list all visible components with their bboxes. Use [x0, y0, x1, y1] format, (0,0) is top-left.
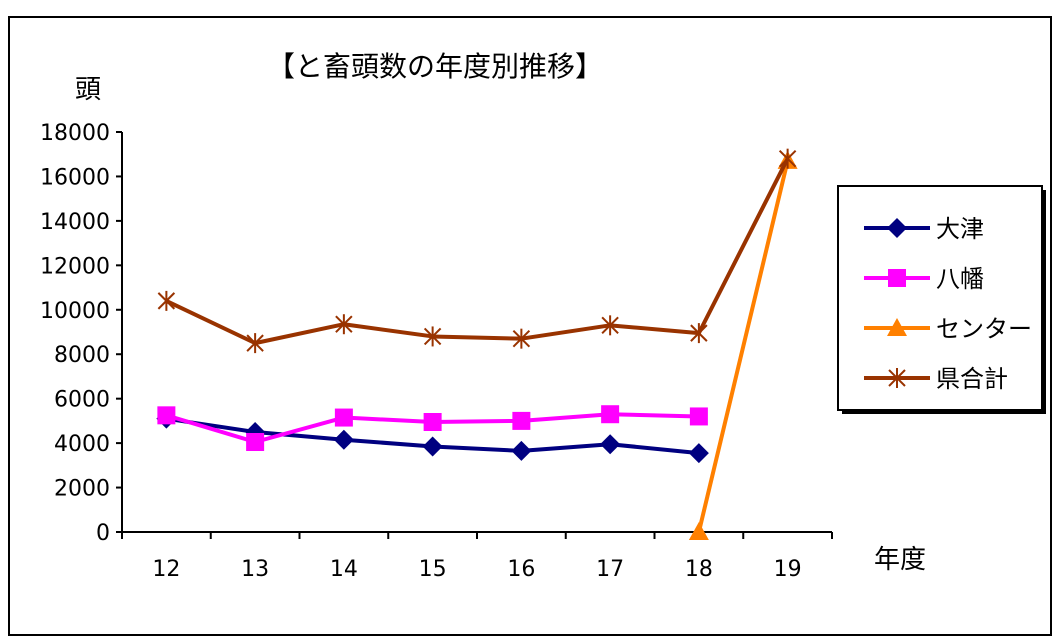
legend-item: 県合計 — [864, 365, 1008, 393]
legend-label: 大津 — [936, 215, 984, 243]
legend-label: 八幡 — [936, 265, 984, 293]
data-point — [512, 411, 531, 430]
y-tick-label: 14000 — [40, 210, 110, 235]
data-point — [157, 290, 176, 311]
data-point — [157, 406, 176, 425]
data-point — [246, 333, 264, 354]
y-tick-label: 6000 — [54, 388, 110, 413]
data-point — [511, 440, 532, 461]
data-point — [422, 436, 443, 457]
y-tick-label: 2000 — [54, 477, 110, 502]
legend-marker — [888, 269, 906, 287]
chart-frame: 【と畜頭数の年度別推移】 頭 年度 0 2000 4000 6000 8000 10000… — [8, 16, 1052, 636]
data-point — [333, 429, 354, 450]
series-line — [696, 160, 790, 533]
data-point — [688, 443, 709, 464]
data-point — [688, 522, 709, 540]
x-tick-label: 15 — [419, 557, 447, 582]
legend-item: 大津 — [864, 215, 984, 243]
legend-marker — [887, 218, 907, 238]
data-point — [690, 323, 708, 344]
series-八幡 — [157, 405, 708, 451]
axes: 0 2000 4000 6000 8000 10000 12000 14000 16000 180… — [40, 121, 833, 582]
data-point — [689, 407, 708, 426]
series-センター — [688, 150, 798, 540]
data-point — [512, 328, 531, 349]
y-tick-label: 10000 — [40, 299, 110, 324]
y-axis-label: 頭 — [75, 75, 101, 105]
x-tick-label: 16 — [507, 557, 535, 582]
x-axis-label: 年度 — [874, 545, 926, 575]
data-point — [601, 405, 620, 424]
x-tick-label: 13 — [241, 557, 269, 582]
data-point — [246, 433, 265, 451]
y-tick-label: 16000 — [40, 165, 110, 190]
series-line — [165, 157, 790, 346]
y-tick-label: 0 — [96, 521, 110, 546]
x-tick-label: 19 — [774, 557, 802, 582]
x-tick-label: 14 — [330, 557, 358, 582]
y-tick-label: 12000 — [40, 254, 110, 279]
data-point — [778, 148, 797, 169]
x-tick-label: 12 — [152, 557, 180, 582]
legend-label: センター — [936, 315, 1032, 343]
legend-marker — [888, 368, 906, 388]
legend-item: センター — [864, 315, 1032, 343]
legend-box — [837, 185, 1043, 411]
x-tick-label: 17 — [596, 557, 624, 582]
y-tick-label: 4000 — [54, 432, 110, 457]
chart-title: 【と畜頭数の年度別推移】 — [267, 50, 603, 83]
y-tick-label: 18000 — [40, 121, 110, 146]
data-point — [334, 408, 353, 427]
data-point — [600, 434, 621, 455]
line-chart: 【と畜頭数の年度別推移】 頭 年度 0 2000 4000 6000 8000 10000… — [40, 50, 1046, 582]
data-point — [423, 413, 442, 431]
series-県合計 — [157, 148, 797, 354]
data-point — [423, 326, 442, 347]
series-layer — [156, 148, 798, 540]
y-tick-label: 8000 — [54, 343, 110, 368]
legend-item: 八幡 — [864, 265, 984, 293]
data-point — [335, 314, 353, 335]
legend-marker — [887, 318, 907, 336]
legend-label: 県合計 — [936, 365, 1008, 393]
data-point — [601, 315, 619, 336]
x-tick-label: 18 — [685, 557, 713, 582]
